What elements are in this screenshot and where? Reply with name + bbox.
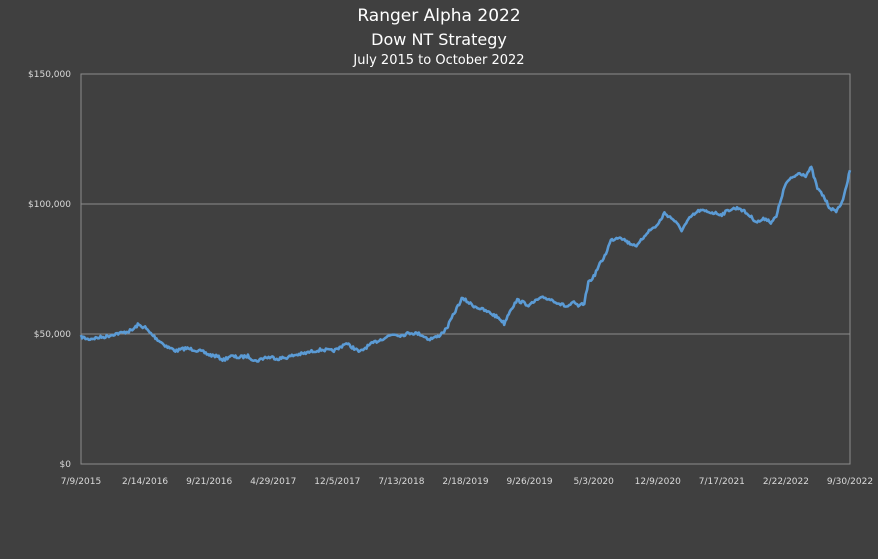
x-tick-label: 7/17/2021: [699, 477, 745, 487]
y-tick-label: $100,000: [28, 200, 71, 210]
x-tick-label: 12/5/2017: [314, 477, 360, 487]
chart-subtitle: Dow NT Strategy: [371, 30, 507, 49]
x-tick-label: 7/9/2015: [61, 477, 101, 487]
x-tick-label: 4/29/2017: [250, 477, 296, 487]
y-tick-label: $50,000: [34, 330, 71, 340]
x-tick-label: 2/14/2016: [122, 477, 168, 487]
x-tick-label: 2/22/2022: [763, 477, 809, 487]
x-tick-label: 9/30/2022: [827, 477, 873, 487]
y-axis: $0 $50,000 $100,000 $150,000: [28, 70, 71, 470]
y-tick-label: $0: [60, 460, 72, 470]
x-tick-label: 12/9/2020: [635, 477, 681, 487]
x-tick-label: 5/3/2020: [573, 477, 614, 487]
y-tick-label: $150,000: [28, 70, 71, 80]
x-tick-label: 9/26/2019: [507, 477, 553, 487]
series-layer: [79, 165, 852, 363]
portfolio-value-line: [79, 165, 852, 363]
x-tick-label: 2/18/2019: [442, 477, 488, 487]
x-tick-label: 7/13/2018: [378, 477, 424, 487]
x-tick-label: 9/21/2016: [186, 477, 232, 487]
chart-date-range: July 2015 to October 2022: [352, 53, 524, 68]
chart-title: Ranger Alpha 2022: [357, 6, 520, 26]
x-axis: 7/9/2015 2/14/2016 9/21/2016 4/29/2017 12/5/…: [61, 477, 873, 487]
gridlines: [81, 203, 850, 335]
plot-area: [80, 73, 851, 465]
